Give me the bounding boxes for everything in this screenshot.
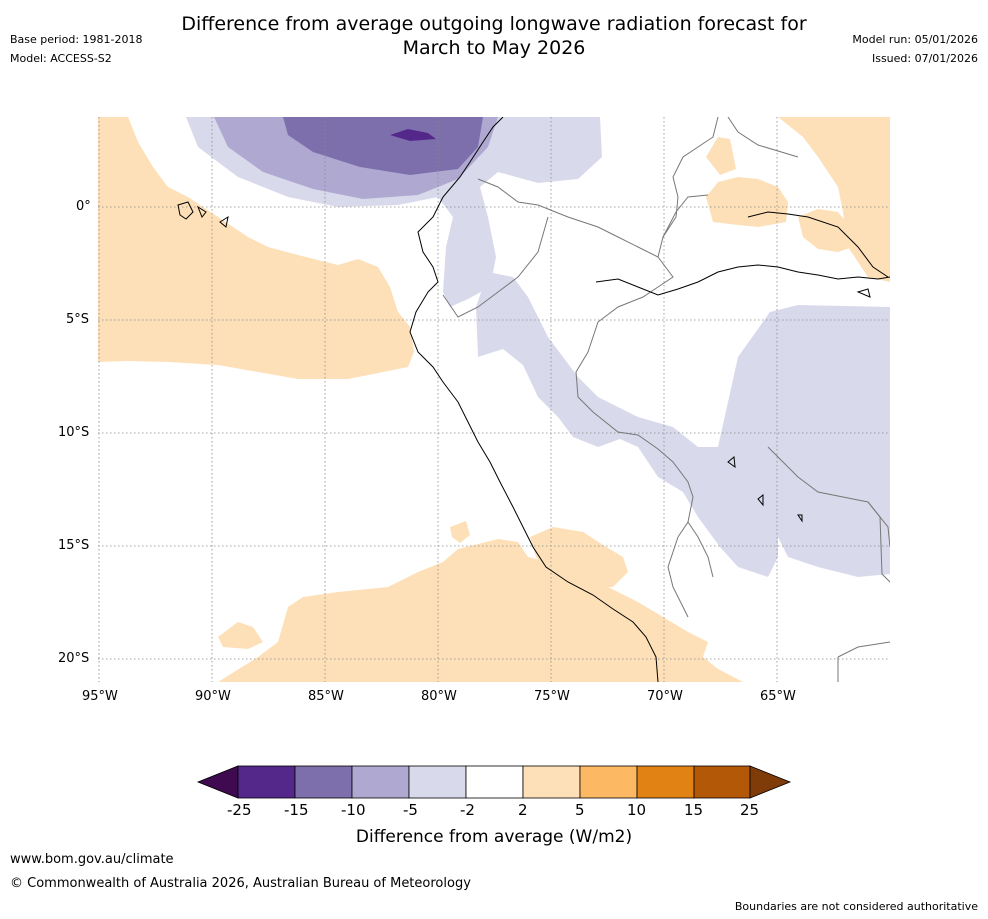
lon-label-85w: 85°W [308, 689, 344, 704]
anomaly-region-p2-south [218, 539, 743, 682]
colorbar-tick-m15: -15 [284, 801, 309, 819]
colorbar-bin-m2-2 [465, 765, 524, 799]
colorbar-bin-15-25 [693, 765, 751, 799]
lon-label-65w: 65°W [760, 689, 796, 704]
lon-label-90w: 90°W [195, 689, 231, 704]
lat-label-10s: 10°S [58, 425, 90, 440]
colorbar-tick-10: 10 [627, 801, 647, 819]
copyright-notice: © Commonwealth of Australia 2026, Austra… [10, 876, 471, 891]
colorbar-extend-low [196, 765, 239, 799]
lat-label-15s: 15°S [58, 538, 90, 553]
model-name: Model: ACCESS-S2 [10, 52, 112, 65]
issued-date: Issued: 07/01/2026 [871, 52, 978, 65]
title-line-1: Difference from average outgoing longwav… [181, 13, 807, 35]
colorbar-bin-m15-m10 [294, 765, 353, 799]
map-title: Difference from average outgoing longwav… [0, 12, 988, 60]
lat-label-20s: 20°S [58, 651, 90, 666]
anomaly-region-p2-northeast-3 [798, 209, 853, 252]
colorbar-label: Difference from average (W/m2) [355, 827, 633, 847]
colorbar-tick-m5: -5 [403, 801, 418, 819]
anomaly-region-p2-coast [530, 527, 628, 587]
colorbar-extend-high [749, 765, 792, 799]
colorbar [196, 765, 792, 799]
model-run: Model run: 05/01/2026 [852, 33, 978, 46]
colorbar-tick-15: 15 [684, 801, 704, 819]
colorbar-bin-2-5 [522, 765, 581, 799]
lat-label-5s: 5°S [66, 312, 90, 327]
boundaries-disclaimer: Boundaries are not considered authoritat… [734, 900, 978, 913]
colorbar-tick-25: 25 [740, 801, 760, 819]
base-period: Base period: 1981-2018 [10, 33, 143, 46]
anomaly-region-p2-northeast-4 [778, 117, 890, 282]
colorbar-bin-m10-m5 [351, 765, 410, 799]
anomaly-region-m25-north [390, 129, 436, 141]
colorbar-tick-m25: -25 [227, 801, 252, 819]
colorbar-bin-m5-m2 [408, 765, 467, 799]
colorbar-bin-10-15 [636, 765, 695, 799]
anomaly-region-p2-small [450, 521, 470, 543]
coastline [177, 117, 890, 682]
olr-anomaly-map [98, 117, 890, 682]
lon-label-80w: 80°W [421, 689, 457, 704]
lat-label-0: 0° [76, 199, 91, 214]
title-line-2: March to May 2026 [402, 37, 586, 59]
graticule [98, 117, 890, 682]
colorbar-tick-2: 2 [518, 801, 528, 819]
anomaly-region-m5-east [778, 307, 890, 577]
lon-label-95w: 95°W [82, 689, 118, 704]
lon-label-75w: 75°W [534, 689, 570, 704]
anomaly-region-p2-northeast [706, 137, 736, 175]
website-link[interactable]: www.bom.gov.au/climate [10, 852, 174, 867]
anomaly-region-p2-southwest [218, 622, 263, 649]
colorbar-tick-5: 5 [575, 801, 585, 819]
country-borders [442, 117, 890, 682]
colorbar-bin-5-10 [579, 765, 638, 799]
colorbar-bin-m25-m15 [237, 765, 296, 799]
colorbar-tick-m10: -10 [341, 801, 366, 819]
anomaly-region-m15-north [283, 117, 483, 175]
colorbar-tick-m2: -2 [460, 801, 475, 819]
anomaly-region-p2-northeast-2 [706, 177, 788, 227]
anomaly-region-p2-west [98, 117, 414, 379]
lon-label-70w: 70°W [647, 689, 683, 704]
